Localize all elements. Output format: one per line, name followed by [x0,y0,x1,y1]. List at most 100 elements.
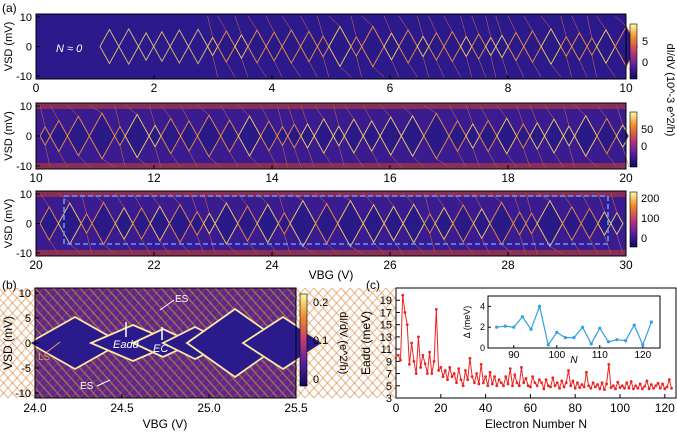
gap-point [520,315,525,319]
excited-line [361,15,374,27]
eadd-point [481,381,485,385]
excited-line [422,56,429,78]
excited-line [256,62,267,78]
panel-label-b: (b) [2,278,17,292]
arrow-es-top [159,299,175,311]
x-tick-label: 18 [501,171,515,185]
excited-line [407,62,418,78]
eadd-point [468,356,472,360]
x-tick-label: 25.5 [284,401,308,415]
eadd-point [647,387,651,391]
excited-line [273,60,283,78]
eadd-point [616,380,620,384]
eadd-point [607,362,611,366]
excited-line [322,56,330,78]
excited-line [300,15,310,32]
eadd-point [540,381,543,385]
annotation-es-top: ES [175,294,189,305]
eadd-point [410,341,414,345]
hatch-line [0,287,72,368]
eadd-point [405,323,409,327]
excited-line [372,66,385,78]
x-tick-label: 8 [505,81,512,95]
excited-line [478,58,486,78]
eadd-point [609,386,613,390]
eadd-point [600,381,604,385]
inset-ylabel: Δ (meV) [462,306,472,339]
cbar-a3-tick-200: 200 [641,193,659,205]
y-tick-label: -10 [15,388,31,400]
excited-line [443,15,453,32]
eadd-point [598,387,602,391]
excited-line [328,15,341,27]
y-tick-label: 10 [20,12,32,24]
cbar-a2-tick-0: 0 [641,141,647,153]
excited-line [383,15,392,34]
excited-line [560,15,567,37]
eadd-point [670,386,673,390]
eadd-point [589,386,593,390]
eadd-point [526,384,530,388]
hatch-line [277,287,378,399]
hatch-line [0,348,45,399]
eadd-point [459,378,463,382]
x-tick-label: 0 [33,81,40,95]
excited-line [226,61,236,78]
x-tick-label: 4 [269,81,276,95]
eadd-point [488,370,492,374]
eadd-point [457,367,461,371]
excited-line [540,15,552,29]
strip-ylabel: VSD (mV) [3,199,15,249]
excited-line [566,56,572,78]
excited-line [241,58,249,78]
conduction-band [36,191,626,197]
eadd-point [667,378,671,382]
eadd-point [450,375,454,379]
x-tick-label: 14 [265,171,279,185]
excited-line [247,15,258,31]
eadd-point [656,381,660,385]
x-tick-label: 60 [524,401,538,415]
gap-point [589,342,593,346]
excited-line [615,15,627,27]
eadd-point [605,382,608,386]
hatch-line [0,358,36,399]
y-tick-label: -5 [21,363,31,375]
excited-line [465,56,473,78]
excited-line [398,15,409,31]
excited-line [591,55,597,78]
hatch-line [0,338,54,399]
gap-point [632,323,636,327]
eadd-point [558,386,561,390]
y-tick-label: 0 [26,42,32,54]
excited-line [532,62,542,78]
colorbar-a-label: dI/dV (10^-3 e^2/h) [664,44,676,137]
hatch-line [0,287,36,328]
eadd-point [591,381,595,385]
panel-c-xlabel: Electron Number N [485,417,587,431]
excited-line [501,57,509,78]
excited-line [452,61,461,78]
eadd-point [520,366,523,369]
eadd-point [425,372,429,375]
eadd-point [629,380,633,383]
x-tick-label: 26 [383,258,397,272]
panel-b-ylabel: VSD (mV) [1,316,15,370]
y-tick-label: 7 [386,369,392,381]
eadd-point [417,335,420,339]
cbar-a2-tick-50: 50 [641,124,653,136]
cbar-b-tick-0: 0 [313,374,319,386]
gap-point [555,330,559,334]
eadd-point [632,387,635,391]
eadd-point [573,386,577,390]
y-tick-label: 10 [20,189,32,201]
y-tick-label: 5 [25,313,31,325]
excited-line [391,59,400,78]
conduction-band [36,250,626,256]
x-tick-label: 120 [655,401,675,415]
cbar-a3-tick-100: 100 [641,213,659,225]
eadd-point [625,381,629,385]
y-tick-label: 11 [381,344,392,356]
